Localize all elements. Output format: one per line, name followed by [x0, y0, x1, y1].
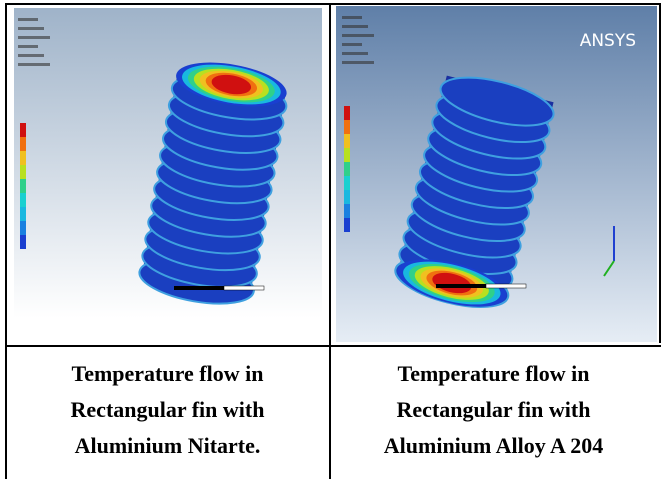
- header-text-placeholder: [342, 25, 368, 28]
- header-text-placeholder: [18, 54, 44, 57]
- caption-line: Aluminium Nitarte.: [5, 428, 330, 464]
- legend-swatch: [344, 176, 350, 190]
- header-text-placeholder: [18, 63, 50, 66]
- legend-swatch: [20, 123, 26, 137]
- header-text-placeholder: [342, 16, 362, 19]
- legend-swatch: [344, 162, 350, 176]
- header-text-placeholder: [18, 27, 44, 30]
- legend-swatch: [20, 165, 26, 179]
- header-text-placeholder: [18, 36, 50, 39]
- legend-swatch: [20, 179, 26, 193]
- legend-swatch: [344, 190, 350, 204]
- header-text-placeholder: [342, 61, 374, 64]
- legend-swatch: [20, 137, 26, 151]
- table-border: [5, 3, 661, 5]
- scale-bar: [436, 284, 486, 288]
- scale-bar: [224, 286, 264, 290]
- caption-line: Temperature flow in: [5, 356, 330, 392]
- legend-swatch: [344, 120, 350, 134]
- page: ANSYS Temperature flow in Rectangular fi…: [0, 0, 665, 481]
- caption-line: Rectangular fin with: [331, 392, 656, 428]
- legend-swatch: [20, 235, 26, 249]
- legend-swatch: [20, 207, 26, 221]
- table-border: [659, 3, 661, 343]
- header-text-placeholder: [342, 43, 362, 46]
- scale-bar: [486, 284, 526, 288]
- scale-bar: [174, 286, 224, 290]
- simulation-image: ANSYS: [336, 6, 657, 342]
- simulation-image: [14, 8, 322, 318]
- legend-swatch: [344, 106, 350, 120]
- caption: Temperature flow in Rectangular fin with…: [331, 356, 656, 464]
- legend-swatch: [344, 134, 350, 148]
- header-text-placeholder: [342, 34, 374, 37]
- legend-swatch: [344, 218, 350, 232]
- legend-swatch: [344, 148, 350, 162]
- caption-line: Temperature flow in: [331, 356, 656, 392]
- legend-swatch: [20, 221, 26, 235]
- legend-swatch: [20, 151, 26, 165]
- caption: Temperature flow in Rectangular fin with…: [5, 356, 330, 464]
- header-text-placeholder: [18, 45, 38, 48]
- legend-swatch: [20, 193, 26, 207]
- table-border: [5, 345, 661, 347]
- header-text-placeholder: [18, 18, 38, 21]
- caption-line: Rectangular fin with: [5, 392, 330, 428]
- header-text-placeholder: [342, 52, 368, 55]
- caption-line: Aluminium Alloy A 204: [331, 428, 656, 464]
- legend-swatch: [344, 204, 350, 218]
- logo: ANSYS: [580, 31, 636, 51]
